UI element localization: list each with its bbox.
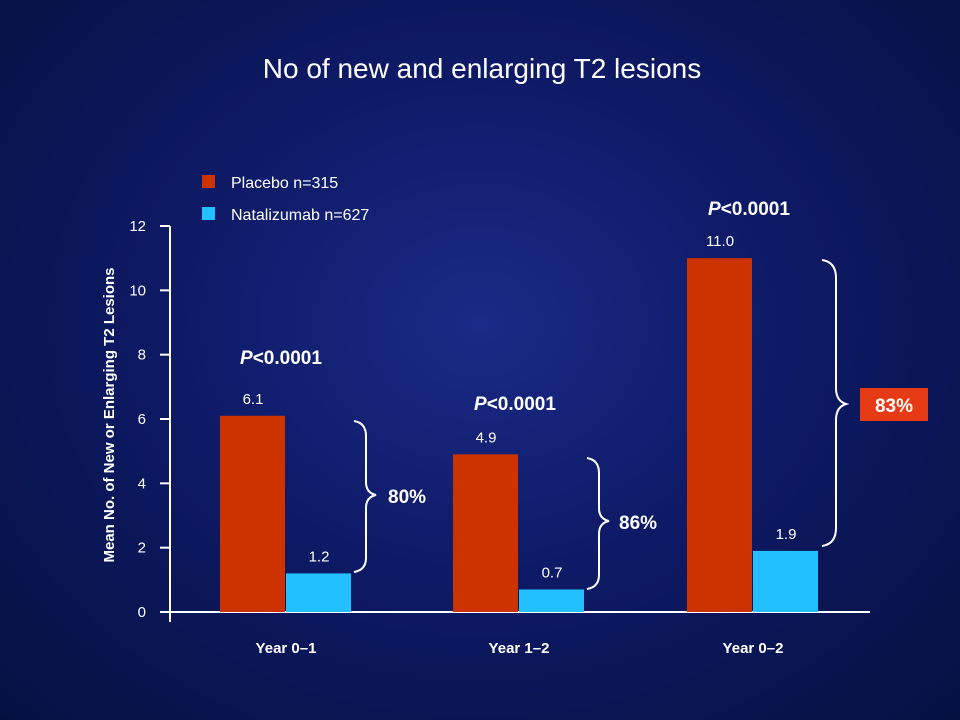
bar-value-labels: 6.1 1.2 4.9 0.7 11.0 1.9 [243, 233, 797, 581]
category-labels: Year 0–1 Year 1–2 Year 0–2 [256, 640, 784, 657]
y-tick-label: 10 [129, 282, 146, 299]
bar-value-label: 4.9 [476, 429, 497, 446]
brace-year-1-2 [586, 457, 610, 590]
bar-value-label: 11.0 [706, 233, 734, 250]
bar-placebo [687, 258, 752, 612]
y-tick-label: 12 [129, 218, 146, 235]
bar-value-label: 6.1 [243, 391, 264, 408]
y-tick-label: 6 [138, 411, 146, 428]
bar-value-label: 1.2 [309, 548, 330, 565]
bar-natalizumab [519, 589, 584, 612]
legend-label-placebo: Placebo n=315 [231, 175, 338, 192]
p-value-year-0-2: P<0.0001 [708, 199, 790, 220]
brace-year-0-1 [353, 420, 377, 573]
category-label: Year 1–2 [489, 640, 550, 657]
legend: Placebo n=315 Natalizumab n=627 [202, 175, 369, 224]
legend-swatch-natalizumab [202, 207, 215, 220]
y-ticks: 0 2 4 6 8 10 12 [129, 218, 170, 621]
bar-placebo [220, 415, 285, 612]
y-tick-label: 8 [138, 347, 146, 364]
y-tick-label: 4 [138, 475, 146, 492]
category-label: Year 0–2 [723, 640, 784, 657]
bar-natalizumab [753, 550, 818, 612]
bars [220, 258, 818, 612]
bar-placebo [453, 454, 518, 612]
category-label: Year 0–1 [256, 640, 317, 657]
chart-title: No of new and enlarging T2 lesions [263, 53, 701, 84]
p-value-year-0-1: P<0.0001 [240, 348, 322, 369]
bar-value-label: 1.9 [776, 526, 797, 543]
y-tick-label: 0 [138, 604, 146, 621]
legend-label-natalizumab: Natalizumab n=627 [231, 207, 369, 224]
reduction-year-0-1: 80% [388, 487, 426, 508]
y-axis-label: Mean No. of New or Enlarging T2 Lesions [101, 267, 118, 562]
bar-natalizumab [286, 573, 351, 612]
reduction-year-1-2: 86% [619, 513, 657, 534]
legend-swatch-placebo [202, 175, 215, 188]
y-tick-label: 2 [138, 540, 146, 557]
reduction-year-0-2: 83% [875, 396, 913, 417]
p-value-year-1-2: P<0.0001 [474, 394, 556, 415]
bar-value-label: 0.7 [542, 564, 563, 581]
brace-year-0-2 [821, 259, 850, 547]
reduction-highlight-box [860, 388, 928, 421]
